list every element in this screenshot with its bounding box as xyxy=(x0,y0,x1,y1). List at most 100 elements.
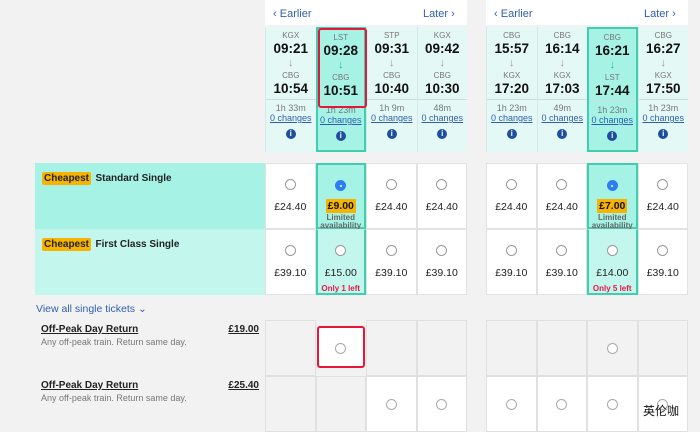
fare-radio[interactable] xyxy=(385,399,397,410)
info-icon[interactable]: i xyxy=(437,129,448,139)
fare-radio[interactable] xyxy=(436,179,448,190)
fare-cell-first[interactable]: £39.10 xyxy=(637,229,688,295)
info-icon[interactable]: i xyxy=(658,129,669,139)
fare-price: £24.40 xyxy=(274,201,307,213)
return-fare-name[interactable]: Off-Peak Day Return xyxy=(41,324,139,335)
fare-cell-first[interactable]: £39.10 xyxy=(536,229,587,295)
changes-link[interactable]: 0 changes xyxy=(269,113,312,123)
info-icon[interactable]: i xyxy=(386,129,397,139)
fare-cell-first[interactable]: £39.10 xyxy=(366,229,417,295)
seats-left-warning: Only 5 left xyxy=(592,284,632,293)
return-fare-cell[interactable] xyxy=(416,376,467,432)
train-column[interactable]: CBG 15:57 ↓ KGX 17:20 1h 23m 0 changes i xyxy=(486,27,537,152)
fare-radio[interactable] xyxy=(606,180,618,191)
arrow-down-icon: ↓ xyxy=(389,57,395,69)
fare-radio[interactable] xyxy=(284,245,296,256)
fare-cell-standard[interactable]: £24.40 xyxy=(366,163,417,229)
fare-radio[interactable] xyxy=(505,179,517,190)
fare-cell-first[interactable]: £39.10 xyxy=(416,229,467,295)
fare-radio[interactable] xyxy=(606,343,618,354)
changes-link[interactable]: 0 changes xyxy=(591,115,634,125)
return-fare-cell xyxy=(265,320,316,376)
fare-cell-standard[interactable]: £24.40 xyxy=(265,163,316,229)
train-column[interactable]: CBG 16:21 ↓ LST 17:44 1h 23m 0 changes i xyxy=(587,27,638,152)
fare-radio[interactable] xyxy=(505,245,517,256)
fare-cell-first[interactable]: £39.10 xyxy=(486,229,537,295)
return-fare-name[interactable]: Off-Peak Day Return xyxy=(41,380,139,391)
fare-price: £39.10 xyxy=(375,267,408,279)
fare-radio[interactable] xyxy=(556,245,568,256)
arrow-down-icon: ↓ xyxy=(609,59,616,71)
fare-cell-standard[interactable]: £7.00 Limited availability xyxy=(587,163,638,230)
changes-link[interactable]: 0 changes xyxy=(541,113,584,123)
fare-radio[interactable] xyxy=(606,245,618,256)
train-column[interactable]: CBG 16:14 ↓ KGX 17:03 49m 0 changes i xyxy=(536,27,587,152)
fare-cell-standard[interactable]: £24.40 xyxy=(637,163,688,229)
return-fare-cell[interactable] xyxy=(587,320,638,376)
arrival-station: KGX xyxy=(654,71,672,80)
fare-price: £9.00 xyxy=(325,199,356,213)
fare-radio[interactable] xyxy=(556,179,568,190)
watermark: 英伦咖 xyxy=(643,404,680,418)
return-fare-cell[interactable] xyxy=(366,376,417,432)
return-fare-cell[interactable] xyxy=(316,326,365,368)
info-icon[interactable]: i xyxy=(285,129,296,139)
fare-radio[interactable] xyxy=(657,399,669,410)
departure-station: LST xyxy=(333,33,349,42)
fare-cell-first[interactable]: £15.00 Only 1 left xyxy=(315,229,366,295)
info-icon[interactable]: i xyxy=(506,129,517,139)
train-column[interactable]: KGX 09:42 ↓ CBG 10:30 48m 0 changes i xyxy=(416,27,467,152)
fare-radio[interactable] xyxy=(385,245,397,256)
changes-link[interactable]: 0 changes xyxy=(490,113,533,123)
train-column[interactable]: STP 09:31 ↓ CBG 10:40 1h 9m 0 changes i xyxy=(366,27,417,152)
changes-link[interactable]: 0 changes xyxy=(421,113,464,123)
outbound-later-button[interactable]: Later › xyxy=(423,8,455,20)
return-fare-cell[interactable] xyxy=(486,376,537,432)
fare-cell-standard[interactable]: £24.40 xyxy=(486,163,537,229)
info-icon[interactable]: i xyxy=(557,129,568,139)
arrival-time: 10:30 xyxy=(424,81,460,96)
changes-link[interactable]: 0 changes xyxy=(319,115,362,125)
return-fare-cell[interactable] xyxy=(587,376,638,432)
fare-radio[interactable] xyxy=(556,399,568,410)
first-class-single-label: First Class Single xyxy=(95,239,180,250)
changes-link[interactable]: 0 changes xyxy=(370,113,413,123)
view-all-single-tickets-link[interactable]: View all single tickets ⌄ xyxy=(36,303,147,315)
fare-radio[interactable] xyxy=(436,399,448,410)
info-icon[interactable]: i xyxy=(335,131,346,141)
fare-radio[interactable] xyxy=(657,179,669,190)
arrival-time: 17:44 xyxy=(594,83,630,98)
chevron-left-icon: ‹ xyxy=(494,8,498,20)
first-row-label: Cheapest First Class Single xyxy=(35,229,265,295)
fare-radio[interactable] xyxy=(436,245,448,256)
arrow-down-icon: ↓ xyxy=(660,57,667,69)
fare-radio[interactable] xyxy=(385,179,397,190)
fare-radio[interactable] xyxy=(335,343,347,354)
return-fare-cell xyxy=(536,320,587,376)
train-column[interactable]: KGX 09:21 ↓ CBG 10:54 1h 33m 0 changes i xyxy=(265,27,316,152)
departure-time: 16:14 xyxy=(544,41,580,56)
departure-time: 09:21 xyxy=(273,41,309,56)
return-fare-cell[interactable] xyxy=(536,376,587,432)
fare-cell-first[interactable]: £39.10 xyxy=(265,229,316,295)
changes-link[interactable]: 0 changes xyxy=(642,113,685,123)
fare-radio[interactable] xyxy=(335,180,347,191)
fare-radio[interactable] xyxy=(505,399,517,410)
fare-cell-standard[interactable]: £9.00 Limited availability xyxy=(315,163,366,230)
outbound-earlier-button[interactable]: ‹ Earlier xyxy=(273,8,312,20)
return-earlier-button[interactable]: ‹ Earlier xyxy=(494,8,533,20)
train-column[interactable]: LST 09:28 ↓ CBG 10:51 1h 23m 0 changes i xyxy=(315,27,366,152)
fare-price: £39.10 xyxy=(646,267,679,279)
train-column[interactable]: CBG 16:27 ↓ KGX 17:50 1h 23m 0 changes i xyxy=(637,27,688,152)
fare-radio[interactable] xyxy=(657,245,669,256)
fare-radio[interactable] xyxy=(335,245,347,256)
info-icon[interactable]: i xyxy=(607,131,618,141)
fare-cell-standard[interactable]: £24.40 xyxy=(416,163,467,229)
fare-radio[interactable] xyxy=(606,399,618,410)
fare-cell-standard[interactable]: £24.40 xyxy=(536,163,587,229)
fare-radio[interactable] xyxy=(284,179,296,190)
fare-cell-first[interactable]: £14.00 Only 5 left xyxy=(587,229,638,295)
return-later-button[interactable]: Later › xyxy=(644,8,676,20)
departure-time: 09:42 xyxy=(424,41,460,56)
arrival-time: 10:40 xyxy=(374,81,410,96)
